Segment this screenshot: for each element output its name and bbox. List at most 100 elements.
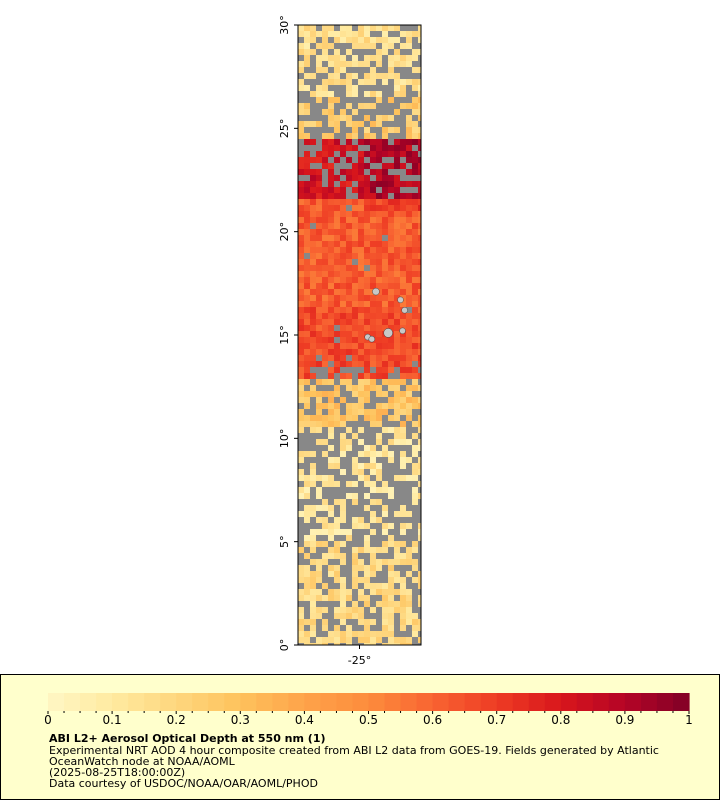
aod-cell bbox=[406, 79, 412, 85]
aod-cell bbox=[322, 151, 328, 157]
aod-cell bbox=[400, 61, 406, 67]
aod-cell bbox=[370, 181, 376, 187]
aod-cell bbox=[310, 157, 316, 163]
aod-cell bbox=[304, 643, 310, 645]
aod-map[interactable]: 30°25°20°15°10°5°0° -25° bbox=[0, 0, 720, 672]
aod-cell bbox=[334, 637, 340, 643]
aod-cell bbox=[394, 25, 400, 31]
aod-cell bbox=[418, 625, 421, 631]
aod-cell bbox=[382, 133, 388, 139]
aod-cell bbox=[418, 157, 421, 163]
aod-cell bbox=[382, 187, 388, 193]
aod-cell bbox=[394, 193, 400, 199]
aod-cell bbox=[328, 181, 334, 187]
aod-cell bbox=[406, 31, 412, 37]
aod-cell bbox=[394, 637, 400, 643]
aod-cell bbox=[346, 25, 352, 31]
aod-cell bbox=[346, 247, 352, 253]
aod-cell bbox=[412, 475, 418, 481]
aod-cell bbox=[358, 349, 364, 355]
aod-cell bbox=[370, 91, 376, 97]
aod-cell bbox=[304, 541, 310, 547]
colorbar-tick-label: 0.5 bbox=[359, 713, 378, 727]
aod-cell bbox=[394, 73, 400, 79]
aod-cell bbox=[304, 361, 310, 367]
aod-cell bbox=[322, 643, 328, 645]
island-landmass bbox=[372, 287, 380, 296]
colorbar-swatch bbox=[640, 693, 658, 711]
aod-cell bbox=[358, 121, 364, 127]
aod-cell bbox=[388, 199, 394, 205]
aod-cell bbox=[316, 577, 322, 583]
aod-cell bbox=[328, 571, 334, 577]
aod-cell bbox=[316, 301, 322, 307]
aod-cell bbox=[340, 379, 346, 385]
aod-cell bbox=[310, 607, 316, 613]
aod-cell bbox=[334, 595, 340, 601]
aod-cell bbox=[346, 379, 352, 385]
aod-cell bbox=[298, 337, 304, 343]
aod-cell bbox=[304, 121, 310, 127]
aod-cell bbox=[364, 211, 370, 217]
aod-cell bbox=[400, 379, 406, 385]
aod-cell bbox=[370, 571, 376, 577]
aod-cell bbox=[394, 175, 400, 181]
aod-cell bbox=[340, 553, 346, 559]
aod-cell bbox=[304, 487, 310, 493]
aod-cell bbox=[328, 253, 334, 259]
aod-cell bbox=[418, 133, 421, 139]
aod-cell bbox=[334, 295, 340, 301]
aod-cell bbox=[316, 229, 322, 235]
aod-cell bbox=[394, 553, 400, 559]
aod-cell bbox=[304, 379, 310, 385]
aod-cell bbox=[328, 163, 334, 169]
aod-cell bbox=[304, 37, 310, 43]
aod-cell bbox=[340, 169, 346, 175]
aod-cell bbox=[316, 361, 322, 367]
aod-cell bbox=[358, 25, 364, 31]
aod-cell bbox=[334, 229, 340, 235]
aod-cell bbox=[388, 271, 394, 277]
aod-cell bbox=[304, 475, 310, 481]
aod-cell bbox=[340, 187, 346, 193]
aod-cell bbox=[298, 247, 304, 253]
aod-cell bbox=[328, 397, 334, 403]
aod-cell bbox=[298, 343, 304, 349]
aod-cell bbox=[328, 223, 334, 229]
aod-cell bbox=[298, 223, 304, 229]
aod-cell bbox=[298, 205, 304, 211]
aod-cell bbox=[364, 397, 370, 403]
aod-cell bbox=[358, 157, 364, 163]
aod-cell bbox=[298, 283, 304, 289]
aod-cell bbox=[388, 313, 394, 319]
aod-cell bbox=[298, 619, 304, 625]
aod-cell bbox=[406, 235, 412, 241]
aod-cell bbox=[370, 643, 376, 645]
aod-cell bbox=[418, 103, 421, 109]
aod-cell bbox=[328, 379, 334, 385]
aod-cell bbox=[340, 469, 346, 475]
aod-cell bbox=[352, 241, 358, 247]
aod-cell bbox=[412, 289, 418, 295]
aod-cell bbox=[352, 271, 358, 277]
aod-cell bbox=[346, 613, 352, 619]
aod-cell bbox=[382, 619, 388, 625]
aod-cell bbox=[382, 307, 388, 313]
aod-cell bbox=[406, 397, 412, 403]
aod-cell bbox=[400, 349, 406, 355]
colorbar-tick-label: 0.6 bbox=[423, 713, 442, 727]
aod-cell bbox=[310, 301, 316, 307]
aod-cell bbox=[376, 373, 382, 379]
aod-cell bbox=[364, 565, 370, 571]
aod-cell bbox=[406, 643, 412, 645]
aod-cell bbox=[340, 355, 346, 361]
aod-cell bbox=[322, 325, 328, 331]
aod-cell bbox=[316, 397, 322, 403]
aod-cell bbox=[400, 427, 406, 433]
aod-cell bbox=[340, 283, 346, 289]
aod-cell bbox=[394, 181, 400, 187]
aod-cell bbox=[304, 181, 310, 187]
aod-cell bbox=[412, 277, 418, 283]
aod-cell bbox=[382, 325, 388, 331]
aod-cell bbox=[364, 175, 370, 181]
